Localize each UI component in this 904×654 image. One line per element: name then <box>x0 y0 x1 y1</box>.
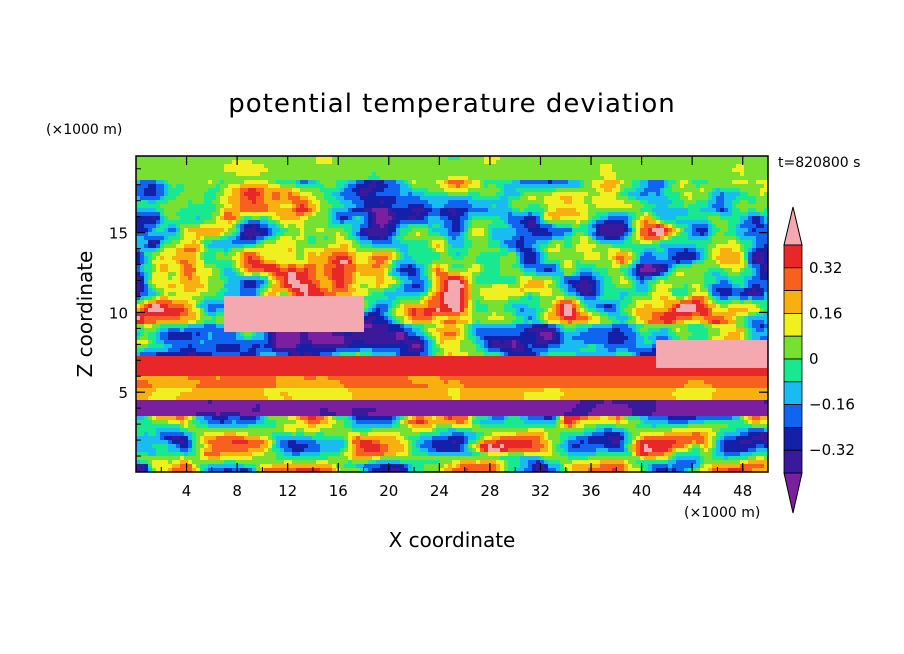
colorbar-extend-min <box>783 472 803 514</box>
colorbar-band <box>783 358 803 383</box>
x-tick-label: 24 <box>430 482 449 500</box>
x-tick-label: 36 <box>581 482 600 500</box>
x-unit-label: (×1000 m) <box>684 505 760 521</box>
x-tick-label: 48 <box>733 482 752 500</box>
x-tick-label: 44 <box>683 482 702 500</box>
colorbar-band <box>783 244 803 269</box>
colorbar-tick-label: −0.32 <box>809 441 855 459</box>
colorbar-band <box>783 426 803 451</box>
y-tick-label: 5 <box>118 384 128 402</box>
x-axis-ticks: 4 8 12 16 20 24 28 32 36 40 44 48 <box>160 156 752 500</box>
y-tick-label: 10 <box>109 304 128 322</box>
colorbar-tick-label: −0.16 <box>809 396 855 414</box>
x-tick-label: 32 <box>531 482 550 500</box>
y-axis-ticks: 5 10 15 <box>109 168 768 457</box>
colorbar-band <box>783 290 803 314</box>
y-axis-label: Z coordinate <box>73 251 97 378</box>
x-tick-label: 8 <box>232 482 242 500</box>
y-tick-label: 15 <box>109 225 128 243</box>
x-axis-label: X coordinate <box>389 528 516 552</box>
colorbar: −0.32 −0.16 0 0.16 0.32 <box>783 206 855 514</box>
x-tick-label: 28 <box>480 482 499 500</box>
x-tick-label: 4 <box>182 482 192 500</box>
x-tick-label: 16 <box>329 482 348 500</box>
chart-title: potential temperature deviation <box>228 89 675 119</box>
colorbar-band <box>783 449 803 474</box>
colorbar-band <box>783 381 803 405</box>
colorbar-band <box>783 312 803 337</box>
x-tick-label: 20 <box>379 482 398 500</box>
colorbar-extend-max <box>783 206 803 246</box>
x-tick-label: 40 <box>632 482 651 500</box>
colorbar-tick-label: 0.32 <box>809 259 842 277</box>
time-label: t=820800 s <box>778 155 860 171</box>
colorbar-band <box>783 335 803 360</box>
y-unit-label: (×1000 m) <box>46 122 122 138</box>
x-tick-label: 12 <box>278 482 297 500</box>
colorbar-band <box>783 267 803 291</box>
plot-frame <box>135 155 769 473</box>
colorbar-tick-label: 0 <box>809 350 819 368</box>
colorbar-tick-label: 0.16 <box>809 304 842 322</box>
colorbar-band <box>783 404 803 428</box>
contour-field <box>136 156 768 472</box>
